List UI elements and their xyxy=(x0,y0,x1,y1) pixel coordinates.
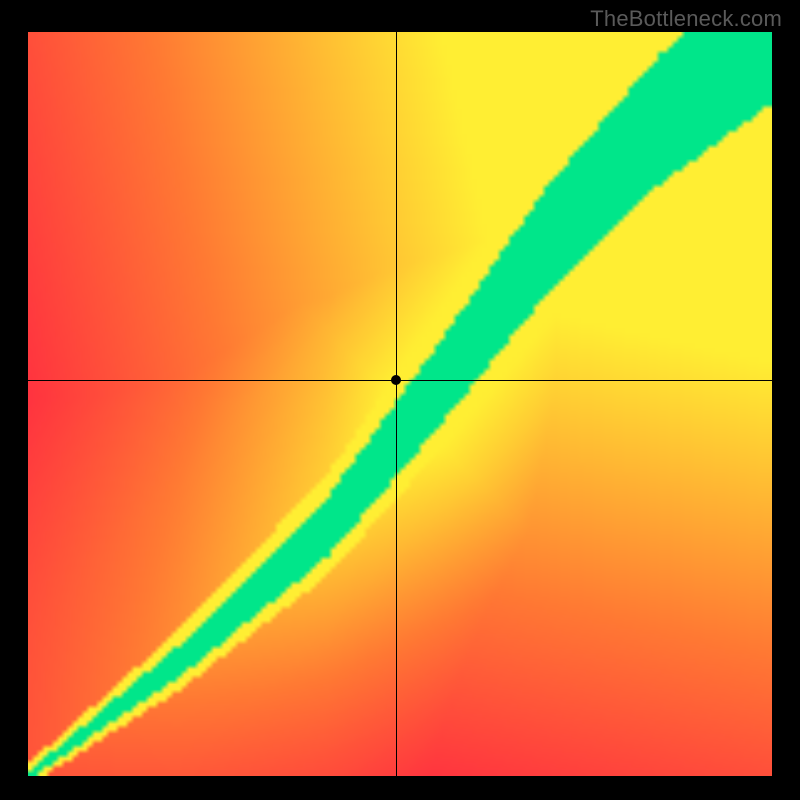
bottleneck-heatmap xyxy=(28,32,772,776)
watermark-text: TheBottleneck.com xyxy=(590,6,782,32)
heatmap-canvas xyxy=(28,32,772,776)
